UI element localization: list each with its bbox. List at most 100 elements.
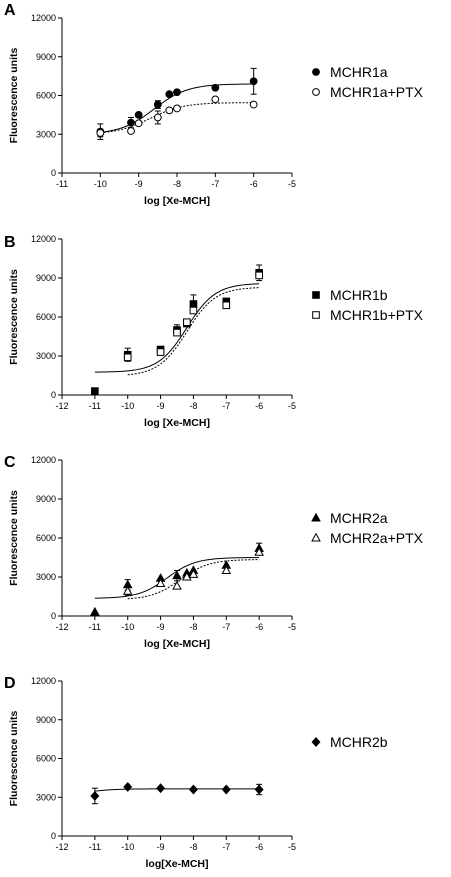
x-tick-label: -5	[288, 179, 296, 189]
panel-c: C 0 3000 6000 9000 12000 -12 -11 -10 -9 -8 -7 -6 -5 lo…	[4, 454, 424, 650]
y-axis-label: Fluorescence units	[8, 269, 20, 365]
series-mchr2b	[90, 781, 264, 805]
series-mchr1a	[96, 67, 258, 140]
data-point	[127, 118, 135, 127]
fit-curve	[94, 788, 260, 792]
data-point	[221, 784, 231, 795]
x-tick-label: -10	[121, 842, 134, 852]
x-tick-label: -11	[89, 622, 101, 632]
x-tick-label: -10	[121, 401, 134, 411]
series-mchr2a-ptx	[122, 547, 264, 600]
data-point	[189, 306, 198, 315]
x-tick-label: -9	[157, 842, 165, 852]
y-tick-label: 0	[51, 390, 56, 400]
data-point	[211, 83, 220, 92]
data-point	[96, 129, 105, 137]
y-tick-label: 0	[51, 168, 56, 178]
legend-label: MCHR1a+PTX	[330, 84, 424, 100]
x-tick-label: -12	[55, 401, 68, 411]
y-tick-label: 0	[51, 831, 56, 841]
data-point	[153, 100, 162, 109]
y-tick-label: 9000	[36, 52, 56, 62]
x-tick-label: -11	[89, 842, 101, 852]
data-point	[155, 578, 166, 587]
panel-letter: D	[4, 675, 16, 692]
x-tick-label: -12	[55, 622, 68, 632]
x-tick-label: -7	[222, 401, 230, 411]
y-tick-label: 9000	[36, 494, 56, 504]
x-tick-label: -10	[94, 179, 107, 189]
legend-label: MCHR2a+PTX	[330, 530, 424, 546]
data-point	[134, 110, 143, 119]
data-point	[172, 570, 182, 580]
x-tick-label: -9	[135, 179, 143, 189]
data-point	[172, 580, 182, 590]
series-mchr1b-ptx	[123, 271, 263, 376]
y-tick-label: 6000	[36, 533, 56, 543]
data-point	[188, 569, 199, 578]
data-point	[165, 90, 174, 99]
legend-marker	[312, 311, 320, 319]
x-tick-label: -6	[255, 401, 263, 411]
data-point	[183, 318, 191, 326]
data-point	[173, 104, 181, 113]
y-tick-label: 3000	[36, 129, 56, 139]
x-axis-label: log [Xe-MCH]	[144, 417, 210, 429]
x-tick-label: -8	[189, 401, 197, 411]
legend-label: MCHR1b	[330, 287, 388, 303]
x-tick-label: -8	[189, 622, 197, 632]
y-tick-label: 9000	[36, 273, 56, 283]
y-axis-label: Fluorescence units	[8, 490, 20, 586]
x-tick-label: -7	[211, 179, 219, 189]
y-tick-label: 3000	[36, 572, 56, 582]
data-point	[123, 781, 133, 792]
data-point	[127, 127, 135, 135]
data-point	[221, 565, 232, 574]
y-tick-label: 3000	[36, 351, 56, 361]
legend-label: MCHR2b	[330, 734, 388, 750]
y-tick-label: 12000	[31, 676, 56, 686]
x-tick-label: -11	[89, 401, 101, 411]
x-axis-label: log [Xe-MCH]	[144, 638, 210, 650]
data-point	[90, 606, 100, 616]
x-tick-label: -8	[189, 842, 197, 852]
x-tick-label: -8	[173, 179, 181, 189]
x-tick-label: -11	[56, 179, 68, 189]
data-point	[156, 348, 165, 356]
panel-letter: B	[4, 234, 16, 251]
data-point	[153, 113, 162, 122]
data-point	[165, 106, 174, 115]
y-tick-label: 6000	[36, 312, 56, 322]
data-point	[211, 95, 220, 104]
legend-marker	[311, 512, 321, 522]
panel-a: A 0 3000 6000 9000 12000 -11 -10 -9 -8 -7 -6 -5 log […	[4, 2, 424, 207]
y-tick-label: 0	[51, 611, 56, 621]
data-point	[189, 300, 198, 308]
y-tick-label: 12000	[31, 234, 56, 244]
x-tick-label: -5	[288, 842, 296, 852]
data-point	[122, 586, 133, 595]
y-tick-label: 9000	[36, 715, 56, 725]
panel-b: B 0 3000 6000 9000 12000 -12 -11 -10 -9 -8 -7 -6 -5 lo…	[4, 234, 424, 429]
legend-label: MCHR1b+PTX	[330, 307, 424, 323]
legend-marker	[312, 291, 320, 299]
legend-marker	[311, 532, 321, 542]
data-point	[134, 119, 143, 128]
legend-label: MCHR1a	[330, 64, 388, 80]
data-point	[173, 88, 181, 97]
x-tick-label: -7	[222, 842, 230, 852]
x-tick-label: -10	[121, 622, 134, 632]
data-point	[254, 547, 264, 556]
fit-curve	[127, 287, 260, 376]
x-tick-label: -6	[250, 179, 258, 189]
data-point	[249, 100, 258, 109]
legend-marker	[312, 68, 320, 76]
y-tick-label: 12000	[31, 455, 56, 465]
x-tick-label: -5	[288, 622, 296, 632]
legend-marker	[312, 88, 320, 96]
x-tick-label: -9	[157, 401, 165, 411]
x-axis-label: log [Xe-MCH]	[144, 195, 210, 207]
data-point	[90, 791, 100, 801]
x-tick-label: -6	[255, 842, 263, 852]
